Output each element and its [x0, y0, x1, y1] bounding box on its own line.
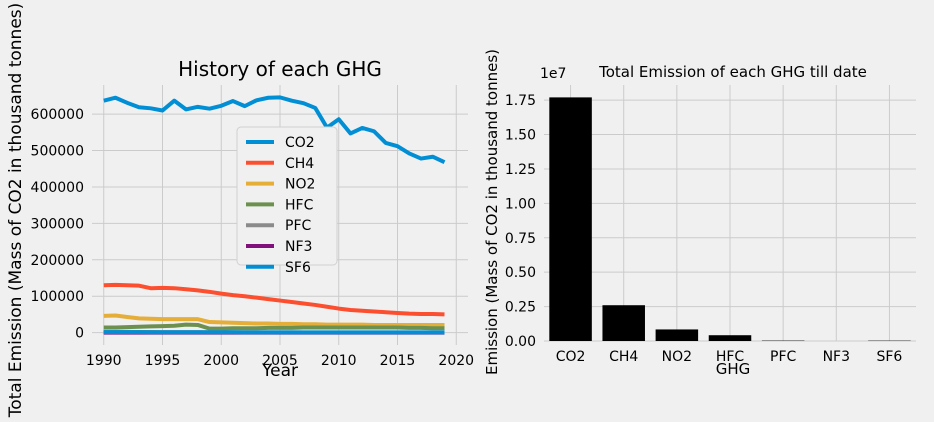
- line-chart-y-tick-label: 0: [75, 326, 84, 342]
- line-chart: 1990 1995 2000 2005 2010 2015 2020 0 100000 2000…: [6, 3, 474, 419]
- bar-hfc: [708, 335, 752, 341]
- bar-chart-x-tick-label: PFC: [770, 349, 796, 365]
- bar-chart-x-ticks: CO2 CH4 NO2 HFC PFC NF3 SF6: [556, 349, 903, 365]
- series-line-co2: [103, 95, 446, 165]
- line-chart-y-tick-label: 300000: [31, 216, 84, 232]
- bar-no2: [655, 329, 699, 341]
- line-chart-x-tick-label: 1990: [86, 353, 122, 369]
- line-chart-series: [103, 95, 446, 335]
- line-chart-x-tick-label: 2010: [321, 353, 357, 369]
- line-chart-x-tick-label: 2000: [203, 353, 239, 369]
- line-chart-y-tick-label: 600000: [31, 107, 84, 123]
- bar-chart-y-tick-label: 1.25: [505, 162, 536, 178]
- series-line-ch4: [103, 282, 445, 317]
- legend-label-nf3: NF3: [285, 239, 312, 255]
- bar-chart-y-tick-label: 1.75: [505, 93, 536, 109]
- bar-chart-y-tick-label: 0.00: [505, 334, 536, 350]
- bar-chart-y-tick-label: 1.50: [505, 128, 536, 144]
- line-chart-title: History of each GHG: [178, 57, 382, 81]
- legend-label-co2: CO2: [285, 135, 315, 151]
- bar-chart-x-tick-label: NO2: [662, 349, 692, 365]
- bar-chart-offset-label: 1e7: [540, 66, 566, 82]
- line-chart-y-tick-label: 400000: [31, 180, 84, 196]
- bar-chart-x-tick-label: CH4: [609, 349, 638, 365]
- bar-chart-bars: [549, 97, 911, 341]
- line-chart-y-tick-label: 500000: [31, 144, 84, 160]
- line-chart-x-tick-label: 2015: [380, 353, 416, 369]
- line-chart-x-tick-label: 2020: [438, 353, 474, 369]
- series-line-no2: [103, 313, 445, 327]
- bar-chart-ylabel: Emission (Mass of CO2 in thousand tonnes…: [483, 49, 501, 375]
- legend-label-hfc: HFC: [285, 197, 314, 213]
- bar-chart-x-tick-label: SF6: [876, 349, 902, 365]
- line-chart-y-tick-label: 200000: [31, 253, 84, 269]
- line-chart-ylabel: Total Emission (Mass of CO2 in thousand …: [6, 3, 26, 419]
- bar-chart-y-ticks: 0.00 0.25 0.50 0.75 1.00 1.25 1.50 1.75: [505, 93, 536, 350]
- line-chart-y-ticks: 0 100000 200000 300000 400000 500000 600000: [31, 107, 84, 341]
- bar-chart: CO2 CH4 NO2 HFC PFC NF3 SF6 0.00 0.25 0.50 0.75 1.…: [483, 49, 916, 378]
- line-chart-x-tick-label: 1995: [145, 353, 181, 369]
- bar-chart-x-tick-label: CO2: [556, 349, 586, 365]
- legend-label-sf6: SF6: [285, 260, 311, 276]
- bar-ch4: [602, 305, 645, 341]
- legend-label-ch4: CH4: [285, 156, 314, 172]
- bar-chart-x-tick-label: NF3: [823, 349, 850, 365]
- series-line-hfc: [103, 322, 445, 331]
- bar-chart-y-tick-label: 0.75: [505, 231, 536, 247]
- bar-co2: [549, 97, 592, 341]
- bar-chart-y-tick-label: 0.25: [505, 300, 536, 316]
- line-chart-legend: CO2 CH4 NO2 HFC PFC NF3 SF6: [236, 126, 338, 276]
- bar-chart-title: Total Emission of each GHG till date: [598, 63, 867, 81]
- bar-chart-y-tick-label: 0.50: [505, 265, 536, 281]
- bar-chart-y-tick-label: 1.00: [505, 196, 536, 212]
- line-chart-x-ticks: 1990 1995 2000 2005 2010 2015 2020: [86, 353, 474, 369]
- line-chart-y-tick-label: 100000: [31, 289, 84, 305]
- legend-label-pfc: PFC: [285, 218, 311, 234]
- bar-chart-xlabel: GHG: [716, 360, 751, 378]
- line-chart-xlabel: Year: [261, 361, 298, 381]
- line-chart-x-tick-label: 2005: [262, 353, 298, 369]
- bar-chart-x-tick-label: HFC: [716, 349, 745, 365]
- legend-label-no2: NO2: [285, 177, 315, 193]
